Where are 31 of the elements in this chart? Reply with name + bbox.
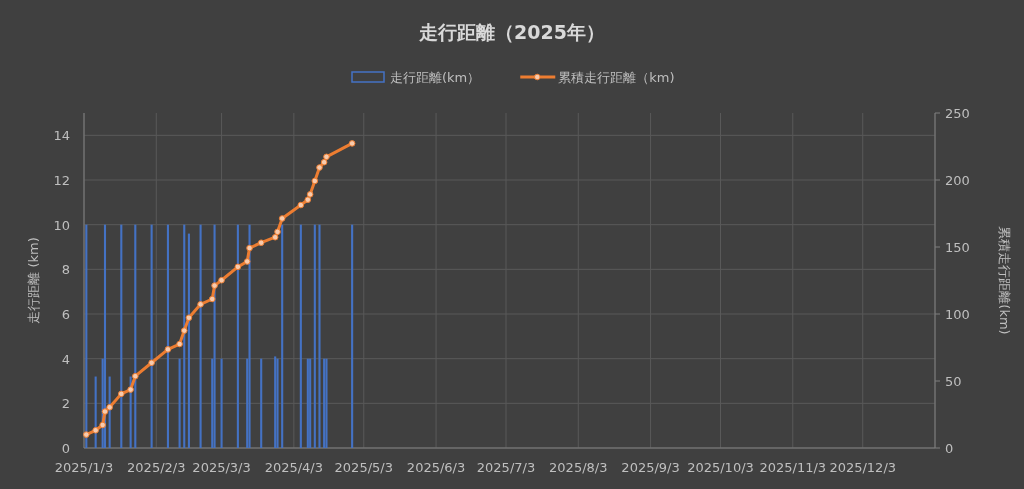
x-tick-label: 2025/6/3 bbox=[406, 460, 466, 475]
x-tick-label: 2025/11/3 bbox=[759, 460, 827, 475]
y-tick-label: 12 bbox=[53, 173, 70, 188]
x-tick-label: 2025/3/3 bbox=[192, 460, 251, 475]
x-tick-label: 2025/2/3 bbox=[127, 460, 186, 475]
y-tick-label: 0 bbox=[61, 441, 70, 456]
y2-tick-label: 200 bbox=[945, 173, 970, 188]
x-tick-label: 2025/8/3 bbox=[549, 460, 608, 475]
x-tick-label: 2025/4/3 bbox=[264, 460, 324, 475]
y-tick-label: 8 bbox=[61, 262, 70, 278]
y-tick-label: 2 bbox=[61, 396, 70, 412]
x-tick-label: 2025/9/3 bbox=[621, 460, 680, 475]
legend-label: 累積走行距離（km) bbox=[558, 70, 675, 85]
x-tick-label: 2025/5/3 bbox=[334, 460, 393, 475]
x-tick-label: 2025/12/3 bbox=[829, 460, 897, 475]
y-tick-label: 6 bbox=[61, 307, 70, 322]
x-tick-label: 2025/1/3 bbox=[54, 460, 114, 475]
y-axis-title: 走行距離 (km) bbox=[26, 237, 41, 324]
y2-tick-label: 0 bbox=[945, 441, 954, 456]
y-tick-label: 4 bbox=[61, 351, 70, 367]
y-tick-label: 14 bbox=[53, 128, 70, 144]
y2-tick-label: 100 bbox=[945, 307, 970, 322]
y2-tick-label: 250 bbox=[945, 106, 970, 121]
x-tick-label: 2025/7/3 bbox=[476, 460, 536, 475]
chart-title: 走行距離（2025年） bbox=[418, 21, 605, 43]
y2-tick-label: 50 bbox=[945, 374, 962, 389]
x-tick-label: 2025/10/3 bbox=[687, 460, 754, 475]
y-tick-label: 10 bbox=[53, 217, 70, 233]
y2-tick-label: 150 bbox=[945, 240, 970, 255]
legend-label: 走行距離(km） bbox=[390, 70, 481, 85]
y2-axis-title: 累積走行距離(km) bbox=[997, 226, 1012, 335]
